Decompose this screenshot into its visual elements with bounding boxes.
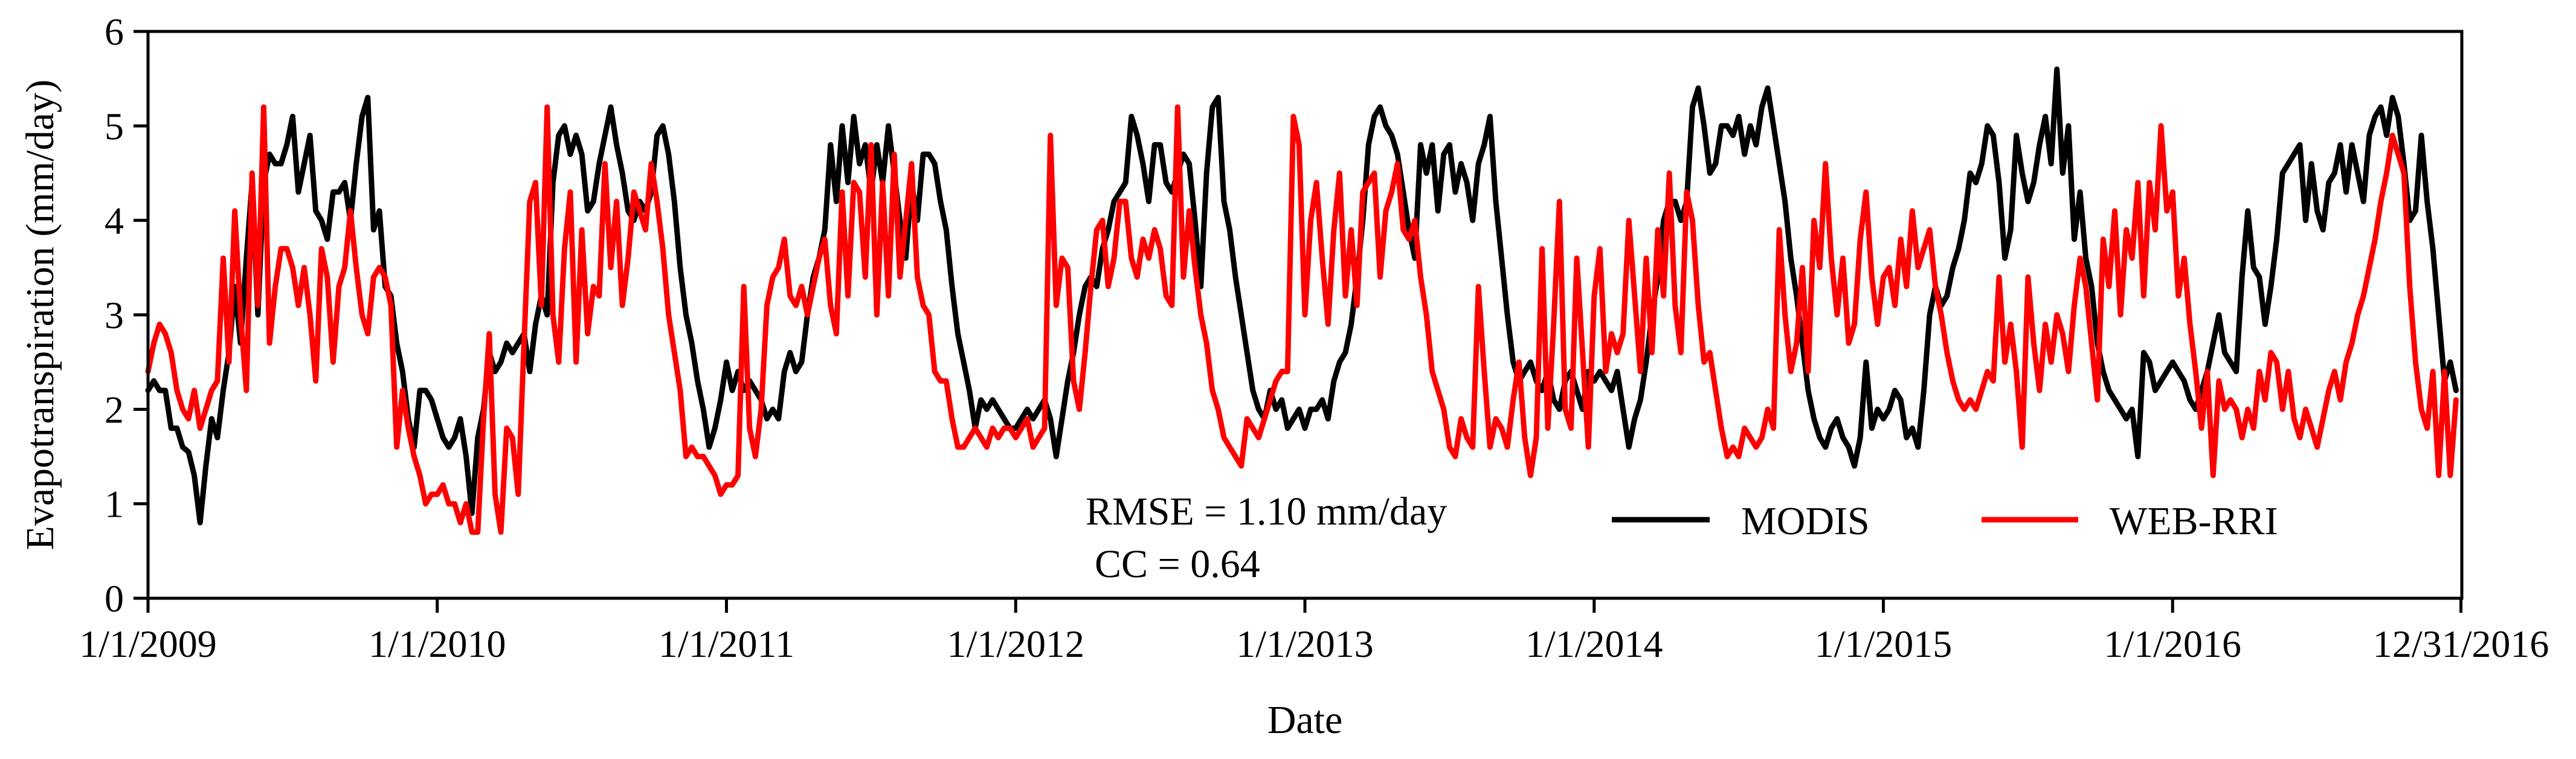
y-axis-title: Evapotranspiration (mm/day) <box>18 80 62 551</box>
y-tick-label: 4 <box>105 199 124 242</box>
series-line-web-rri <box>145 104 2459 535</box>
x-tick-label: 1/1/2015 <box>1815 622 1953 665</box>
series-layer <box>145 66 2459 535</box>
y-tick-label: 5 <box>105 105 124 147</box>
cc-annotation: CC = 0.64 <box>1095 542 1260 586</box>
y-tick-label: 3 <box>105 294 124 337</box>
x-tick-label: 1/1/2016 <box>2104 622 2241 665</box>
y-tick-label: 6 <box>105 10 124 53</box>
x-tick-label: 1/1/2013 <box>1236 622 1374 665</box>
x-tick-label: 1/1/2009 <box>79 622 217 665</box>
y-tick-label: 1 <box>105 483 124 526</box>
x-tick-label: 1/1/2010 <box>369 622 506 665</box>
x-axis-title: Date <box>1267 698 1343 742</box>
x-tick-label: 1/1/2014 <box>1525 622 1663 665</box>
series-line-modis <box>145 66 2459 526</box>
plot-frame <box>146 30 2464 600</box>
y-tick-label: 2 <box>105 388 124 431</box>
y-axis: 0 1 2 3 4 5 6 <box>105 10 148 620</box>
x-tick-label: 1/1/2012 <box>947 622 1084 665</box>
rmse-annotation: RMSE = 1.10 mm/day <box>1086 489 1447 534</box>
x-tick-label: 1/1/2011 <box>658 622 794 665</box>
x-tick-label: 12/31/2016 <box>2373 622 2549 665</box>
legend-label-modis: MODIS <box>1741 499 1870 543</box>
legend-label-web-rri: WEB-RRI <box>2110 499 2278 543</box>
x-axis: 1/1/2009 1/1/2010 1/1/2011 1/1/2012 1/1/2013… <box>79 598 2549 665</box>
legend: MODIS WEB-RRI <box>1612 499 2278 543</box>
y-tick-label: 0 <box>105 577 124 620</box>
